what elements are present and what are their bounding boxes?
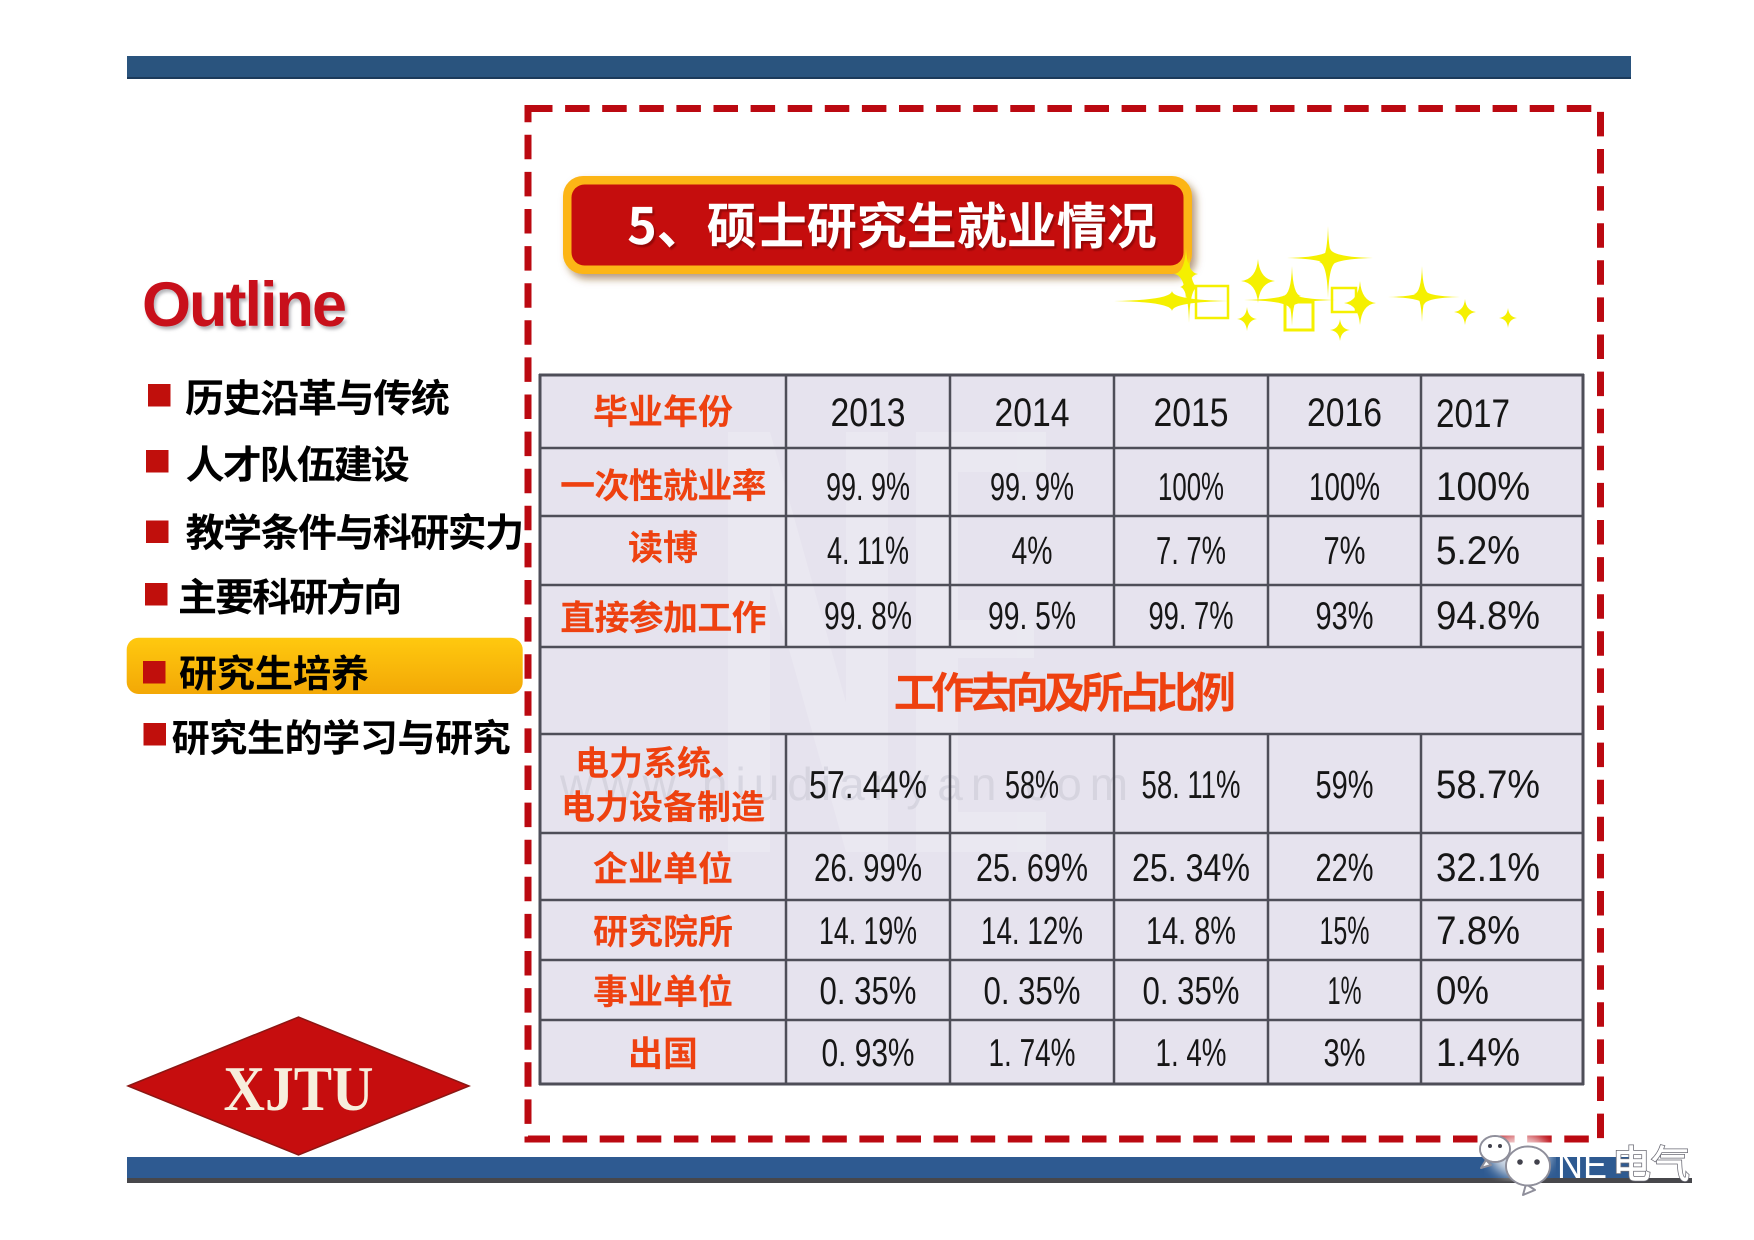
- svg-text:0. 35%: 0. 35%: [820, 970, 917, 1013]
- svg-text:59%: 59%: [1316, 764, 1374, 807]
- svg-text:32.1%: 32.1%: [1436, 846, 1540, 890]
- svg-text:99. 5%: 99. 5%: [988, 595, 1076, 638]
- svg-text:2014: 2014: [995, 391, 1070, 435]
- svg-text:100%: 100%: [1309, 466, 1380, 509]
- svg-text:94.8%: 94.8%: [1436, 594, 1540, 638]
- svg-text:93%: 93%: [1316, 595, 1374, 638]
- svg-text:0%: 0%: [1436, 969, 1489, 1013]
- svg-text:99. 9%: 99. 9%: [990, 466, 1074, 509]
- svg-text:58. 11%: 58. 11%: [1142, 764, 1241, 807]
- svg-text:99. 8%: 99. 8%: [824, 595, 912, 638]
- svg-text:2017: 2017: [1436, 392, 1510, 436]
- svg-text:15%: 15%: [1320, 910, 1370, 953]
- svg-text:14. 8%: 14. 8%: [1146, 910, 1236, 953]
- svg-text:1. 4%: 1. 4%: [1156, 1032, 1227, 1075]
- svg-text:XJTU: XJTU: [224, 1053, 374, 1124]
- svg-text:1.4%: 1.4%: [1436, 1031, 1520, 1075]
- svg-text:1. 74%: 1. 74%: [989, 1032, 1076, 1075]
- svg-text:2013: 2013: [831, 391, 906, 435]
- svg-text:22%: 22%: [1316, 847, 1374, 890]
- svg-text:7. 7%: 7. 7%: [1156, 530, 1226, 573]
- svg-text:4. 11%: 4. 11%: [827, 530, 909, 573]
- svg-text:0. 93%: 0. 93%: [822, 1032, 915, 1075]
- svg-text:58%: 58%: [1005, 764, 1059, 807]
- svg-text:0. 35%: 0. 35%: [1143, 970, 1240, 1013]
- svg-text:2015: 2015: [1154, 391, 1229, 435]
- svg-text:14. 19%: 14. 19%: [819, 910, 917, 953]
- svg-text:2016: 2016: [1307, 391, 1382, 435]
- svg-text:14. 12%: 14. 12%: [981, 910, 1083, 953]
- svg-text:5.2%: 5.2%: [1436, 529, 1520, 573]
- svg-text:99. 9%: 99. 9%: [826, 466, 910, 509]
- svg-text:100%: 100%: [1436, 465, 1530, 509]
- svg-text:7%: 7%: [1324, 530, 1366, 573]
- svg-text:4%: 4%: [1012, 530, 1053, 573]
- svg-text:100%: 100%: [1158, 466, 1224, 509]
- svg-text:99. 7%: 99. 7%: [1149, 595, 1234, 638]
- svg-text:25. 69%: 25. 69%: [976, 847, 1088, 890]
- svg-text:58.7%: 58.7%: [1436, 763, 1540, 807]
- svg-text:0. 35%: 0. 35%: [984, 970, 1081, 1013]
- svg-text:25. 34%: 25. 34%: [1132, 847, 1250, 890]
- svg-text:7.8%: 7.8%: [1436, 909, 1520, 953]
- svg-text:26. 99%: 26. 99%: [814, 847, 922, 890]
- svg-text:57. 44%: 57. 44%: [809, 764, 927, 807]
- svg-text:1%: 1%: [1328, 970, 1362, 1013]
- svg-text:NE: NE: [1557, 1145, 1607, 1187]
- svg-text:3%: 3%: [1324, 1032, 1366, 1075]
